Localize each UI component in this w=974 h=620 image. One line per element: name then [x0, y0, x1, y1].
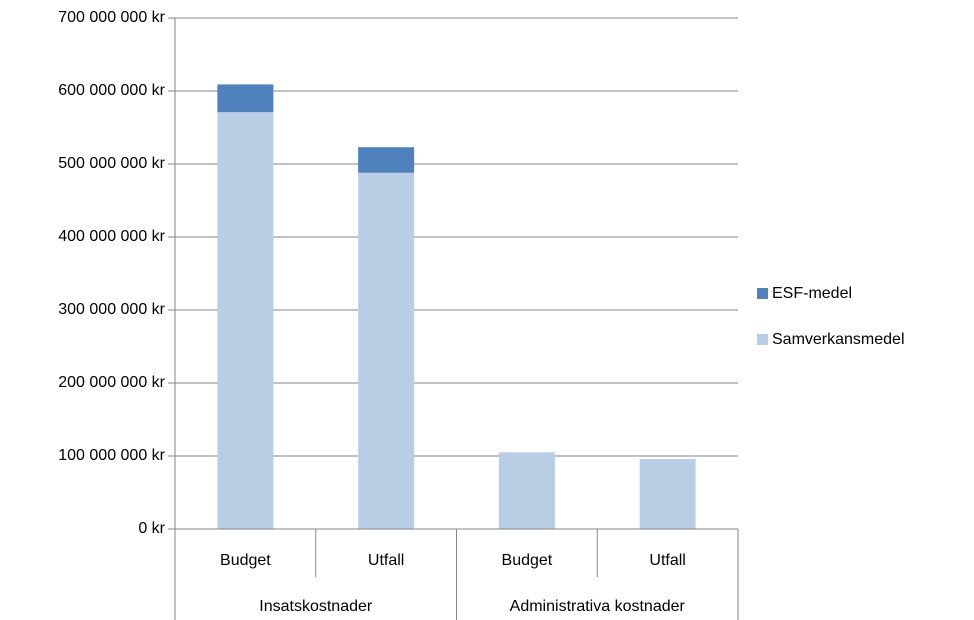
- y-tick-label: 400 000 000 kr: [58, 228, 165, 245]
- bar-segment: [358, 147, 415, 173]
- legend-label: Samverkansmedel: [772, 331, 905, 348]
- y-tick-label: 600 000 000 kr: [58, 82, 165, 99]
- legend-swatch: [757, 288, 768, 299]
- x-tick-label: Utfall: [649, 552, 685, 569]
- x-tick-label: Budget: [220, 552, 271, 569]
- bar-segment: [217, 112, 274, 530]
- group-label: Administrativa kostnader: [510, 598, 686, 615]
- y-tick-label: 300 000 000 kr: [58, 301, 165, 318]
- x-tick-label: Budget: [502, 552, 553, 569]
- bar-segment: [358, 172, 415, 529]
- y-tick-label: 200 000 000 kr: [58, 374, 165, 391]
- y-tick-label: 0 kr: [138, 520, 165, 537]
- bar-segment: [639, 458, 696, 529]
- group-label: Insatskostnader: [259, 598, 373, 615]
- y-tick-label: 700 000 000 kr: [58, 9, 165, 26]
- bar-segment: [498, 452, 555, 529]
- legend-swatch: [757, 334, 768, 345]
- y-tick-label: 100 000 000 kr: [58, 447, 165, 464]
- bar-segment: [217, 84, 274, 113]
- y-tick-label: 500 000 000 kr: [58, 155, 165, 172]
- legend-label: ESF-medel: [772, 285, 852, 302]
- x-tick-label: Utfall: [368, 552, 404, 569]
